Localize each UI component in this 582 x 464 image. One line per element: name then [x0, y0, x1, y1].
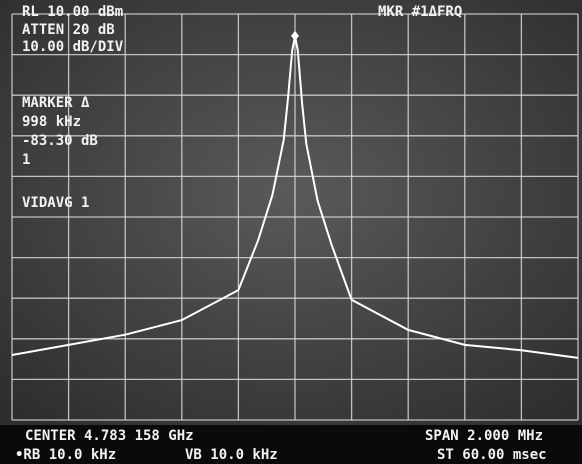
video-average: VIDAVG 1: [22, 195, 89, 211]
footer-bar: [0, 425, 582, 464]
sweep-time: ST 60.00 msec: [437, 447, 547, 463]
span: SPAN 2.000 MHz: [425, 428, 543, 444]
scale: 10.00 dB/DIV: [22, 39, 124, 55]
vbw: VB 10.0 kHz: [185, 447, 278, 463]
marker-freq: 998 kHz: [22, 114, 81, 130]
marker-index: 1: [22, 152, 30, 168]
marker-diamond: [291, 30, 299, 41]
attenuation: ATTEN 20 dB: [22, 22, 115, 38]
marker-level: -83.30 dB: [22, 133, 98, 149]
ref-level: RL 10.00 dBm: [22, 4, 123, 20]
marker-mode: MKR #1ΔFRQ: [378, 4, 462, 20]
center-freq: CENTER 4.783 158 GHz: [25, 428, 194, 444]
rbw: •RB 10.0 kHz: [15, 447, 116, 463]
marker-title: MARKER Δ: [22, 95, 90, 111]
graticule: [11, 13, 579, 421]
